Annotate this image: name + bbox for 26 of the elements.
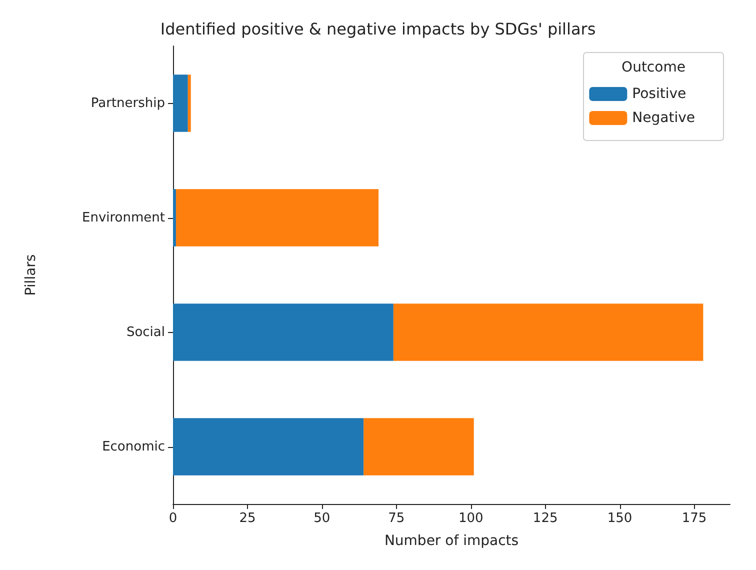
bar: [173, 74, 188, 132]
legend-label: Positive: [632, 86, 686, 102]
bar: [364, 418, 474, 476]
bar: [173, 189, 176, 246]
y-tick-label: Economic: [102, 439, 165, 454]
x-tick-label: 50: [314, 511, 330, 526]
legend-title: Outcome: [622, 60, 686, 76]
legend-label: Negative: [632, 110, 696, 126]
x-tick-label: 150: [607, 511, 632, 526]
x-tick-label: 125: [532, 511, 558, 526]
x-tick-label: 0: [168, 511, 178, 526]
y-axis-title: Pillars: [23, 254, 39, 296]
x-tick-label: 100: [458, 511, 484, 526]
bar: [393, 304, 704, 361]
chart-title: Identified positive & negative impacts by SDGs' pillars: [160, 20, 596, 38]
y-tick-label: Social: [126, 324, 165, 340]
x-axis-title: Number of impacts: [384, 533, 519, 549]
bar: [173, 418, 364, 476]
bar: [176, 189, 379, 246]
bar: [173, 304, 394, 361]
x-tick-label: 75: [388, 511, 405, 526]
y-tick-label: Environment: [82, 210, 165, 226]
x-tick-label: 25: [239, 511, 256, 526]
bar: [188, 74, 191, 132]
y-tick-label: Partnership: [90, 96, 165, 111]
x-tick-label: 175: [682, 511, 707, 526]
